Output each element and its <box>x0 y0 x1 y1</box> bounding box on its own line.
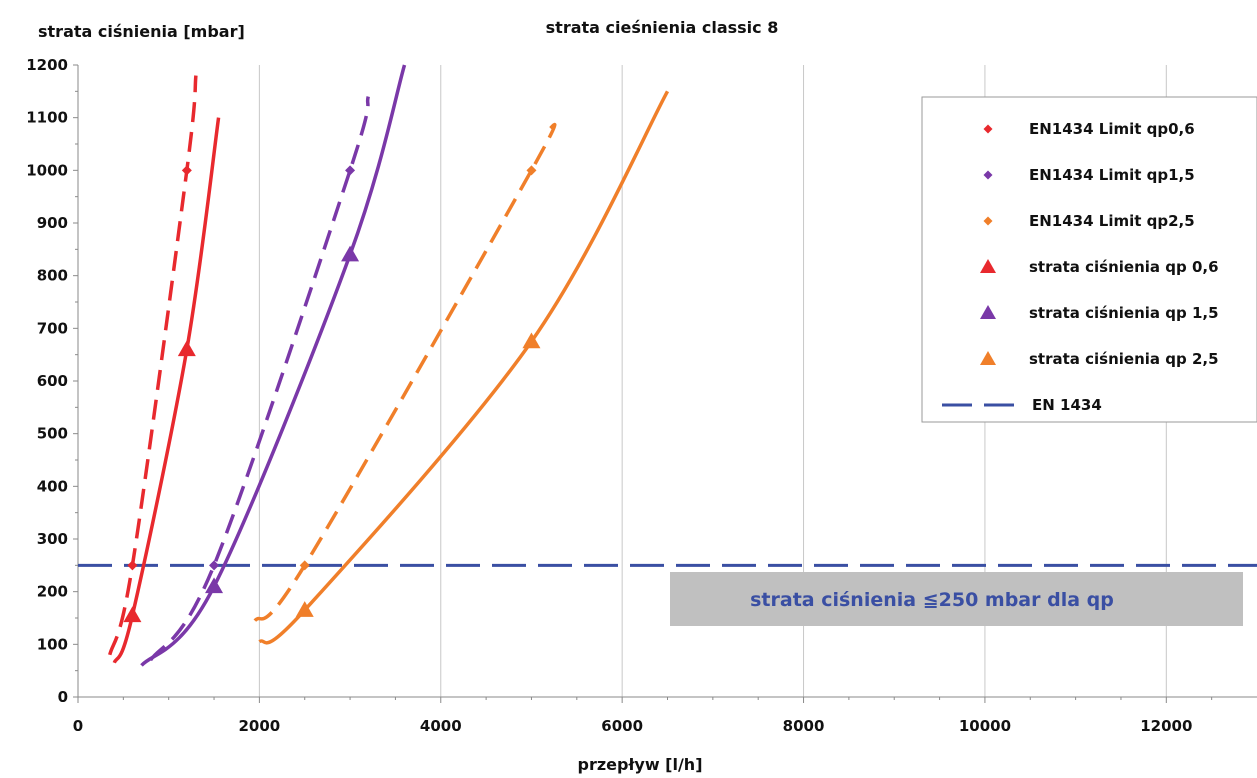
diamond-marker <box>983 216 993 226</box>
diamond-marker <box>299 560 310 571</box>
y-tick-label: 800 <box>37 267 68 285</box>
y-tick-label: 1000 <box>26 161 68 179</box>
legend: EN1434 Limit qp0,6 EN1434 Limit qp1,5 EN14… <box>921 96 1257 423</box>
y-tick-label: 1100 <box>26 109 68 127</box>
legend-label: EN1434 Limit qp1,5 <box>1029 166 1195 184</box>
triangle-marker <box>177 340 196 357</box>
legend-label: strata ciśnienia qp 2,5 <box>1029 350 1219 368</box>
triangle-marker <box>980 305 996 319</box>
diamond-marker <box>345 165 356 176</box>
y-tick-label: 600 <box>37 372 68 390</box>
triangle-marker <box>205 577 224 594</box>
legend-label: strata ciśnienia qp 1,5 <box>1029 304 1219 322</box>
series-line <box>253 122 557 622</box>
diamond-marker <box>127 560 138 571</box>
triangle-marker <box>980 351 996 365</box>
diamond-marker <box>526 165 537 176</box>
chart-title: strata cieśnienia classic 8 <box>546 18 779 37</box>
y-tick-label: 400 <box>37 477 68 495</box>
legend-label: EN1434 Limit qp2,5 <box>1029 212 1195 230</box>
x-tick-label: 10000 <box>959 717 1011 735</box>
y-tick-label: 300 <box>37 530 68 548</box>
triangle-marker <box>522 332 541 349</box>
diamond-marker <box>983 124 993 134</box>
series-line <box>140 64 407 667</box>
triangle-marker <box>341 245 360 262</box>
diamond-marker <box>209 560 220 571</box>
diamond-marker <box>181 165 192 176</box>
annotation: strata ciśnienia ≦250 mbar dla qp <box>670 572 1243 626</box>
series-line <box>112 117 221 664</box>
x-tick-label: 12000 <box>1140 717 1192 735</box>
y-axis-title: strata ciśnienia [mbar] <box>38 22 245 41</box>
series-layer <box>108 64 670 667</box>
legend-label: strata ciśnienia qp 0,6 <box>1029 258 1219 276</box>
legend-label: EN1434 Limit qp0,6 <box>1029 120 1195 138</box>
x-tick-label: 0 <box>73 717 83 735</box>
axes-layer: 0 100 200 300 400 500 600 700 800 900 1000 1100 1200… <box>26 56 1257 735</box>
x-axis-title: przepływ [l/h] <box>577 755 702 774</box>
series-line <box>149 96 370 662</box>
triangle-marker <box>123 606 142 623</box>
legend-box <box>921 96 1257 423</box>
y-tick-label: 0 <box>58 688 68 706</box>
marker-layer <box>123 165 541 623</box>
y-tick-label: 900 <box>37 214 68 232</box>
series-line <box>108 75 198 656</box>
x-tick-label: 6000 <box>601 717 643 735</box>
y-tick-label: 200 <box>37 583 68 601</box>
legend-label: EN 1434 <box>1032 396 1102 414</box>
annotation-text: strata ciśnienia ≦250 mbar dla qp <box>750 589 1114 611</box>
diamond-marker <box>983 170 993 180</box>
annotation-box <box>670 572 1243 626</box>
y-tick-label: 1200 <box>26 56 68 74</box>
y-tick-label: 500 <box>37 425 68 443</box>
x-tick-label: 4000 <box>420 717 462 735</box>
triangle-marker <box>980 259 996 273</box>
y-tick-label: 100 <box>37 635 68 653</box>
triangle-marker <box>295 601 314 617</box>
series-line <box>258 90 670 645</box>
x-tick-label: 2000 <box>239 717 281 735</box>
x-tick-label: 8000 <box>783 717 825 735</box>
y-tick-label: 700 <box>37 319 68 337</box>
